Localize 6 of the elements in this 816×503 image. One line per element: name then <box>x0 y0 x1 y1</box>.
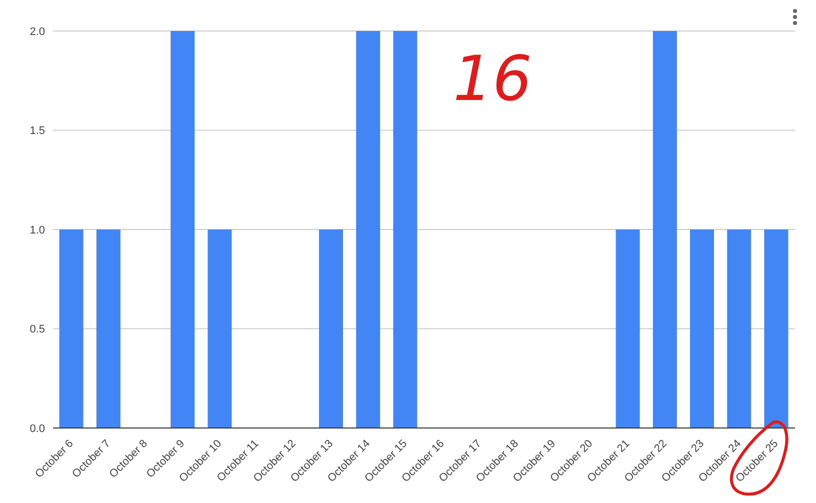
y-tick-label: 0.0 <box>30 422 45 435</box>
y-tick-label: 1.0 <box>30 224 45 236</box>
y-tick-label: 0.5 <box>30 324 45 336</box>
annotation: 16 <box>453 42 532 115</box>
y-tick-label: 1.5 <box>30 125 45 138</box>
y-tick-label: 2.0 <box>30 26 45 38</box>
